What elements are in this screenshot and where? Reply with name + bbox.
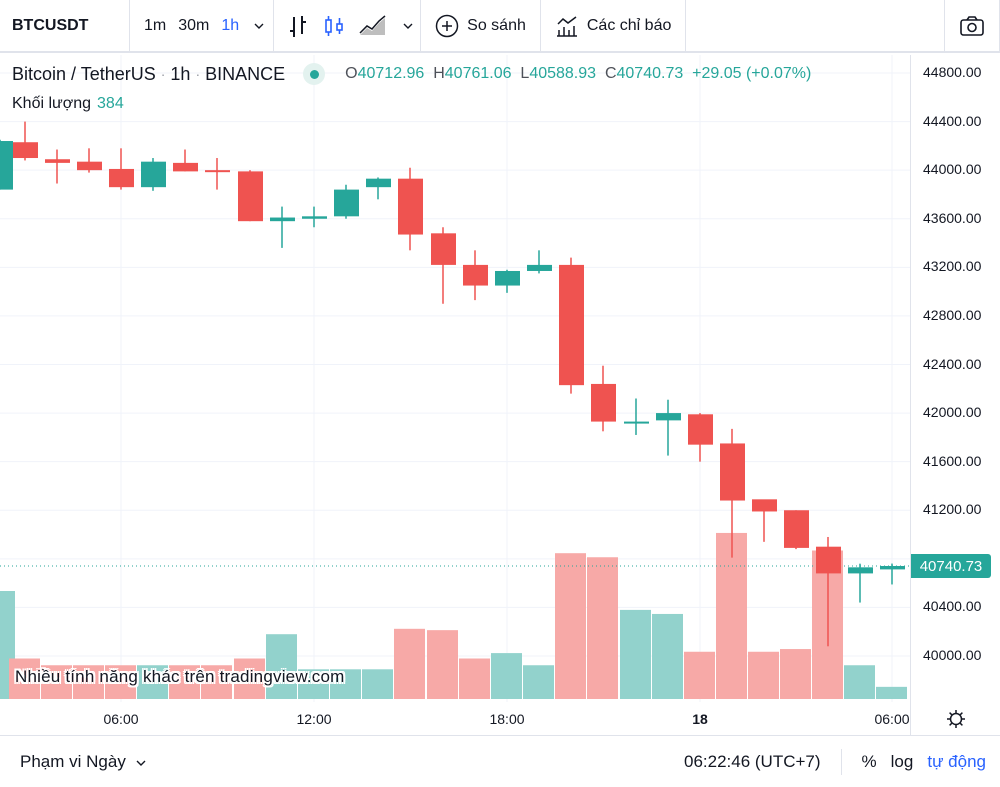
series-legend: Bitcoin / TetherUS · 1h · BINANCE O40712… <box>12 63 812 85</box>
symbol-search-button[interactable]: BTCUSDT <box>0 0 130 51</box>
chart-type-group <box>274 0 422 51</box>
screenshot-button[interactable] <box>945 0 1000 51</box>
auto-scale-toggle[interactable]: tự động <box>927 752 986 771</box>
time-axis[interactable]: 06:00 12:00 18:00 18 06:00 <box>0 702 1000 736</box>
legend-exchange: BINANCE <box>205 63 286 84</box>
price-tick: 42400.00 <box>923 355 982 372</box>
volume-legend: Khối lượng 384 <box>12 95 124 113</box>
bar-chart-icon[interactable] <box>287 14 309 38</box>
top-toolbar: BTCUSDT 1m 30m 1h So sánh Các chỉ báo <box>0 0 1000 53</box>
compare-label: So sánh <box>467 16 526 34</box>
clock-timezone[interactable]: 06:22:46 (UTC+7) <box>683 752 821 771</box>
close-value: 40740.73 <box>616 65 684 82</box>
time-tick: 12:00 <box>296 711 332 727</box>
time-tick: 18:00 <box>489 711 525 727</box>
high-value: 40761.06 <box>444 65 512 82</box>
plus-circle-icon <box>435 14 459 38</box>
candlestick-chart[interactable] <box>0 55 910 702</box>
symbol-label: BTCUSDT <box>12 16 89 34</box>
price-tick: 43200.00 <box>923 258 982 275</box>
bottom-toolbar: Phạm vi Ngày 06:22:46 (UTC+7) % log tự đ… <box>0 737 1000 787</box>
date-range-button[interactable]: Phạm vi Ngày <box>20 752 147 772</box>
last-price-label: 40740.73 <box>911 554 991 579</box>
log-scale-toggle[interactable]: log <box>890 752 914 771</box>
price-tick: 43600.00 <box>923 209 982 226</box>
price-tick: 44000.00 <box>923 161 982 178</box>
timeframe-1h[interactable]: 1h <box>221 16 240 34</box>
timeframe-30m[interactable]: 30m <box>178 16 210 34</box>
legend-interval: 1h <box>170 63 191 84</box>
gear-icon <box>946 709 966 729</box>
price-tick: 40400.00 <box>923 598 982 615</box>
price-tick: 42000.00 <box>923 404 982 421</box>
toolbar-spacer <box>686 0 945 51</box>
price-tick: 44400.00 <box>923 112 982 129</box>
chart-pane[interactable] <box>0 55 910 702</box>
timeframe-dropdown-chevron-icon[interactable] <box>253 19 265 33</box>
open-value: 40712.96 <box>357 65 425 82</box>
chart-settings-button[interactable] <box>910 702 1000 736</box>
timeframe-group: 1m 30m 1h <box>130 0 275 51</box>
price-axis[interactable]: 44800.00 44400.00 44000.00 43600.00 43200.00… <box>910 55 1000 702</box>
time-tick: 06:00 <box>874 711 910 727</box>
chevron-down-icon <box>136 760 146 766</box>
legend-title: Bitcoin / TetherUS <box>12 63 156 84</box>
time-tick: 18 <box>692 711 708 727</box>
volume-value: 384 <box>97 95 124 112</box>
date-range-label: Phạm vi Ngày <box>20 752 126 771</box>
price-tick: 41200.00 <box>923 501 982 518</box>
price-tick: 41600.00 <box>923 452 982 469</box>
timeframe-1m[interactable]: 1m <box>144 16 167 34</box>
percent-scale-toggle[interactable]: % <box>861 752 877 771</box>
area-chart-icon[interactable] <box>359 14 387 37</box>
price-tick: 42800.00 <box>923 306 982 323</box>
camera-icon <box>959 15 985 37</box>
indicators-icon <box>555 14 579 38</box>
divider <box>840 749 842 775</box>
price-tick: 40000.00 <box>923 647 982 663</box>
indicators-label: Các chỉ báo <box>586 16 672 34</box>
market-status-icon[interactable] <box>303 63 326 85</box>
volume-label: Khối lượng <box>12 95 92 112</box>
indicators-button[interactable]: Các chỉ báo <box>541 0 687 51</box>
low-value: 40588.93 <box>529 65 597 82</box>
change-value: +29.05 (+0.07%) <box>692 65 812 82</box>
price-tick: 44800.00 <box>923 64 982 80</box>
ohlc-values: O40712.96 H40761.06 L40588.93 C40740.73 … <box>345 65 812 82</box>
candle-chart-icon[interactable] <box>323 14 345 38</box>
chart-type-dropdown-chevron-icon[interactable] <box>402 19 414 33</box>
time-tick: 06:00 <box>103 711 139 727</box>
compare-button[interactable]: So sánh <box>421 0 541 51</box>
tradingview-watermark[interactable]: Nhiều tính năng khác trên tradingview.co… <box>15 667 345 686</box>
